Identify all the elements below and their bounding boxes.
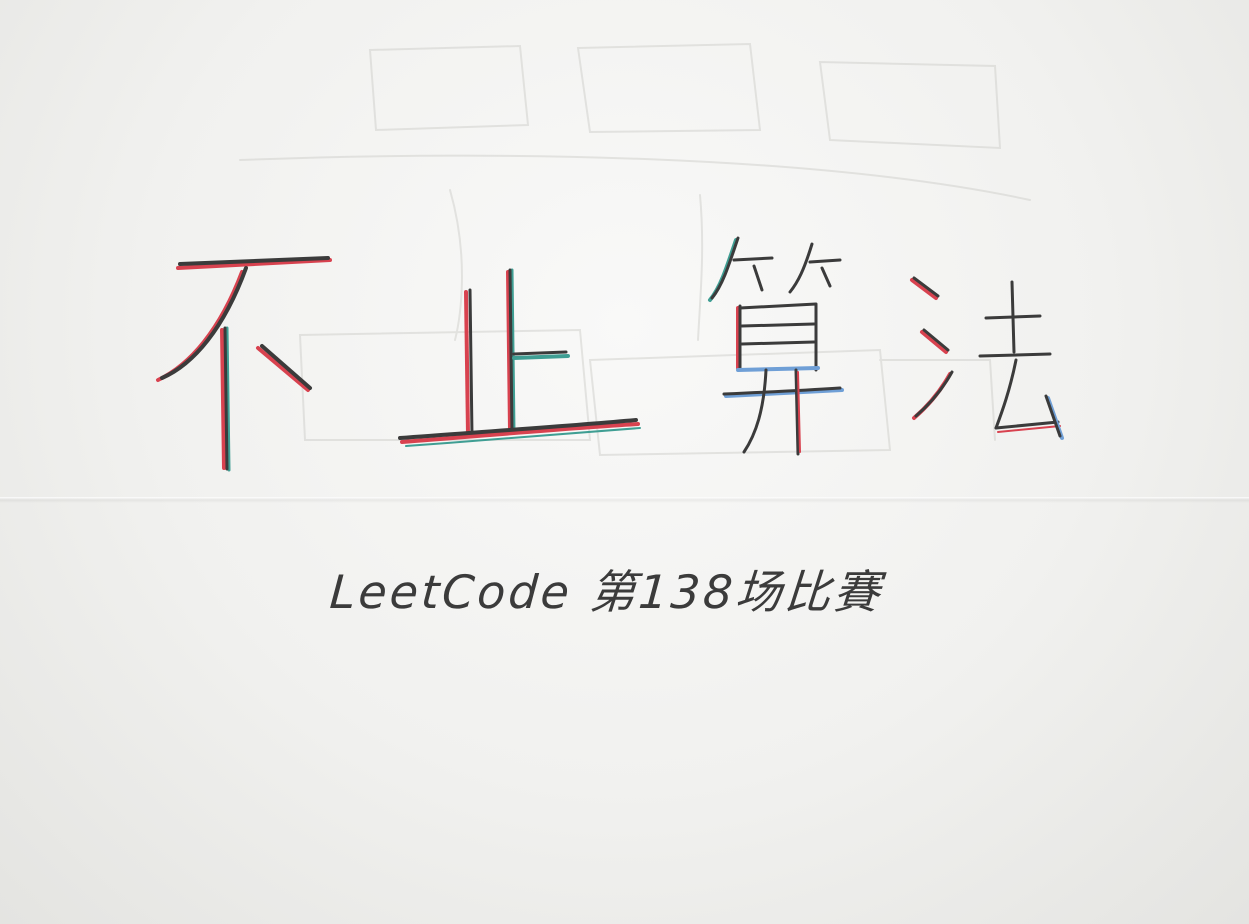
char-fa bbox=[910, 276, 1064, 440]
title-drawing bbox=[156, 236, 1064, 472]
contest-subtitle: LeetCode 第138场比賽 bbox=[328, 565, 885, 619]
paper-fold-line bbox=[0, 497, 1249, 503]
char-bu bbox=[156, 256, 332, 472]
char-suan bbox=[708, 236, 844, 456]
char-zhi bbox=[398, 268, 641, 447]
